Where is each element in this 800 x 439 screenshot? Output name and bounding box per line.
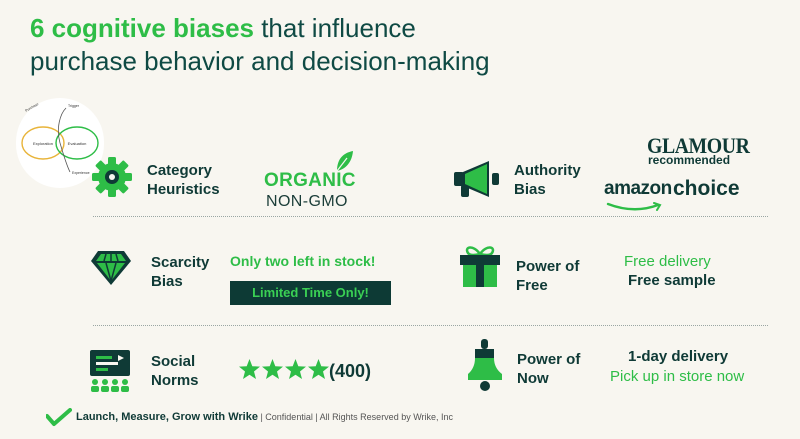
right-loop-label: Evaluation bbox=[68, 141, 87, 146]
audience-icon bbox=[88, 349, 132, 393]
rating-stars bbox=[238, 358, 330, 387]
free-sample-text: Free sample bbox=[628, 272, 716, 289]
free-delivery-text: Free delivery bbox=[624, 253, 711, 270]
star-icon-2 bbox=[262, 359, 283, 379]
review-count: (400) bbox=[329, 361, 372, 381]
category-heuristics-label: Category Heuristics bbox=[147, 162, 220, 198]
wrike-check-icon bbox=[45, 408, 72, 433]
power-of-free-label: Power of Free bbox=[516, 258, 580, 294]
row-divider-1 bbox=[93, 216, 768, 217]
bell-icon bbox=[464, 338, 506, 394]
non-gmo-label: NON-GMO bbox=[266, 193, 348, 210]
organic-label: ORGANIC bbox=[264, 170, 356, 191]
social-norms-label: Social Norms bbox=[151, 353, 199, 389]
row-divider-2 bbox=[93, 325, 768, 326]
one-day-delivery-text: 1-day delivery bbox=[628, 348, 729, 365]
power-of-now-label: Power of Now bbox=[517, 351, 581, 387]
title-rest: that influence bbox=[253, 13, 416, 43]
amazon-logo-word: amazon bbox=[604, 178, 672, 199]
authority-bias-label: Authority Bias bbox=[514, 162, 581, 198]
diamond-icon bbox=[90, 250, 132, 286]
page-title: 6 cognitive biases that influence purcha… bbox=[30, 12, 630, 78]
top-loop-label: Trigger bbox=[68, 104, 80, 108]
amazon-smile-icon bbox=[604, 199, 666, 217]
footer-legal: | Confidential | All Rights Reserved by … bbox=[257, 412, 454, 422]
decision-loop-diagram: Exploration Evaluation Trigger Purchase … bbox=[16, 98, 104, 188]
pick-up-text: Pick up in store now bbox=[610, 368, 745, 385]
footer-brand: Launch, Measure, Grow with Wrike bbox=[76, 411, 258, 423]
corner-loop-label: Purchase bbox=[25, 102, 40, 113]
title-line2: purchase behavior and decision-making bbox=[30, 46, 490, 76]
glamour-logo: GLAMOUR bbox=[647, 133, 750, 158]
glamour-recommended-label: recommended bbox=[648, 153, 731, 167]
star-icon-1 bbox=[239, 359, 260, 379]
loop-diagram-svg: Exploration Evaluation Trigger Purchase … bbox=[21, 102, 99, 175]
star-icon-4 bbox=[308, 359, 329, 379]
leaf-icon bbox=[334, 150, 354, 177]
left-loop-label: Exploration bbox=[33, 141, 53, 146]
bottom-loop-label: Experience bbox=[72, 171, 90, 175]
title-accent: 6 cognitive biases bbox=[30, 13, 254, 43]
star-icon-3 bbox=[285, 359, 306, 379]
gift-icon bbox=[459, 244, 501, 288]
amazon-choice-word: choice bbox=[673, 177, 740, 200]
stock-notice: Only two left in stock! bbox=[230, 253, 376, 269]
megaphone-icon bbox=[453, 158, 501, 198]
gear-icon bbox=[90, 155, 134, 199]
footer: Launch, Measure, Grow with Wrike | Confi… bbox=[76, 411, 453, 423]
limited-time-badge: Limited Time Only! bbox=[230, 281, 391, 305]
scarcity-bias-label: Scarcity Bias bbox=[151, 254, 210, 290]
